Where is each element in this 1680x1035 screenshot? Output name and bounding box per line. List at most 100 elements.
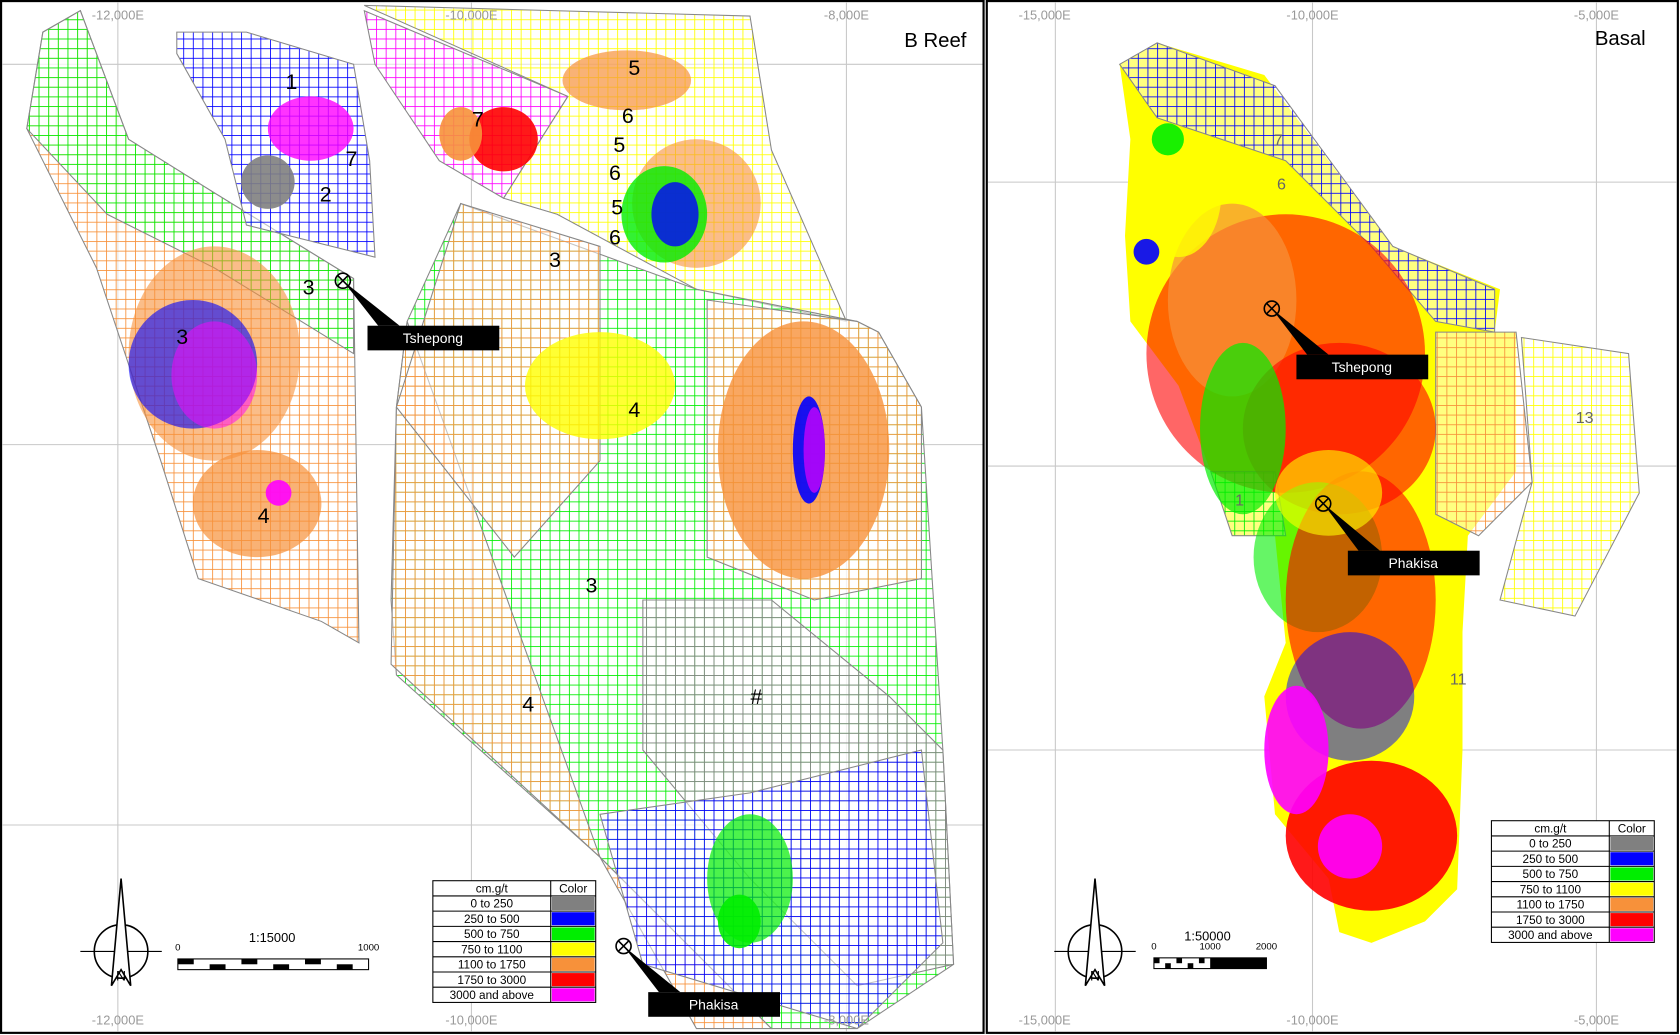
right-panel-frame [985, 0, 1679, 1034]
grade-zone [265, 480, 292, 506]
legend-swatch [1610, 928, 1654, 942]
legend-label: 1750 to 3000 [1516, 914, 1585, 927]
block-label: 3 [303, 276, 315, 300]
grade-zone [1151, 123, 1184, 156]
legend-header: cm.g/t [1534, 823, 1567, 836]
scale-segment [1187, 963, 1194, 969]
scale-label: 0 [175, 942, 180, 953]
grade-zone [267, 96, 354, 161]
scale-ratio: 1:15000 [249, 930, 295, 945]
marker-symbol [615, 937, 632, 955]
block-label: 3 [549, 248, 561, 272]
marker-pointer [623, 946, 681, 993]
legend-label: 500 to 750 [464, 928, 520, 941]
scale-segment [1198, 957, 1205, 964]
legend-swatch [1610, 897, 1654, 911]
north-arrow [1084, 878, 1106, 987]
north-arrow [110, 878, 132, 987]
marker-symbol [1263, 300, 1281, 317]
block-label: 7 [345, 147, 357, 171]
block-label: 2 [320, 182, 332, 206]
marker-symbol [336, 274, 349, 287]
scale-segment [241, 958, 258, 965]
grade-zone [1167, 203, 1297, 397]
legend-swatch [1610, 852, 1654, 866]
legend-swatch [551, 957, 595, 971]
grid-label: -12,000E [92, 7, 145, 22]
legend-header: Color [1618, 823, 1646, 836]
legend-label: 3000 and above [1508, 929, 1593, 942]
scale-segment [1176, 957, 1183, 964]
legend-label: 250 to 500 [464, 913, 520, 926]
legend-header: cm.g/t [476, 883, 509, 896]
marker-box [1347, 550, 1480, 576]
block-label: 6 [622, 104, 634, 128]
marker-symbol [1317, 497, 1330, 510]
block-label: 4 [258, 504, 270, 528]
grid-label: -10,000E [445, 7, 498, 22]
north-label: N [116, 967, 126, 983]
marker-pointer [1271, 308, 1329, 355]
marker-pointer [1323, 503, 1380, 551]
block-label: 5 [611, 195, 623, 219]
legend-header: Color [559, 883, 587, 896]
grade-zone [525, 332, 675, 440]
scale-ratio: 1:50000 [1184, 929, 1230, 944]
grade-zone [803, 407, 825, 493]
marker-symbol [1314, 495, 1332, 512]
left-map [2, 2, 983, 1032]
grid-label: -5,000E [1574, 1012, 1619, 1027]
scale-segment [177, 958, 194, 965]
scale-segment [273, 964, 290, 970]
grid-label: -5,000E [1574, 7, 1619, 22]
north-label: N [1090, 967, 1100, 983]
scale-segment [305, 958, 321, 965]
grade-zone [1200, 342, 1286, 515]
legend-swatch [1610, 837, 1654, 851]
block-label: 5 [613, 133, 625, 157]
legend-label: 3000 and above [450, 989, 535, 1002]
legend-label: 250 to 500 [1523, 853, 1579, 866]
legend-swatch [551, 897, 595, 911]
scale-segment [209, 964, 226, 970]
grade-zone [439, 107, 483, 161]
block-label: 6 [609, 225, 621, 249]
marker-label: Phakisa [689, 996, 739, 1012]
marker-box [367, 325, 500, 351]
legend-label: 0 to 250 [1529, 838, 1572, 851]
grade-zone [1317, 814, 1383, 879]
grade-zone [562, 50, 692, 111]
scale-segment [1153, 957, 1160, 964]
panel-title: B Reef [904, 30, 967, 52]
scale-label: 0 [1151, 941, 1156, 952]
block-label: 4 [628, 398, 640, 422]
grid-label: -10,000E [1286, 1012, 1339, 1027]
block-label: 4 [522, 692, 534, 716]
legend-swatch [551, 912, 595, 926]
block-label: 5 [628, 56, 640, 80]
legend-label: 750 to 1100 [1520, 883, 1582, 896]
scale-segment [1210, 957, 1267, 969]
block-label: 7 [1274, 132, 1283, 150]
block [1499, 336, 1640, 617]
grid-label: -12,000E [92, 1012, 145, 1027]
grid-label: -8,000E [824, 7, 869, 22]
legend-swatch [1610, 882, 1654, 896]
grade-zone [1264, 685, 1329, 815]
scale-label: 2000 [1256, 941, 1277, 952]
scale-label: 1000 [358, 942, 379, 953]
block-label: 6 [1277, 176, 1286, 194]
legend-label: 500 to 750 [1523, 868, 1579, 881]
right-map [987, 2, 1677, 1032]
scale-segment [336, 964, 353, 970]
block-label: 7 [472, 107, 484, 131]
grade-zone [192, 450, 322, 558]
grade-zone [171, 321, 258, 429]
grid-label: -8,000E [824, 1012, 869, 1027]
legend-label: 1100 to 1750 [1516, 899, 1584, 912]
grade-zone [241, 155, 295, 209]
block [26, 9, 355, 355]
scale-label: 1000 [1199, 941, 1220, 952]
